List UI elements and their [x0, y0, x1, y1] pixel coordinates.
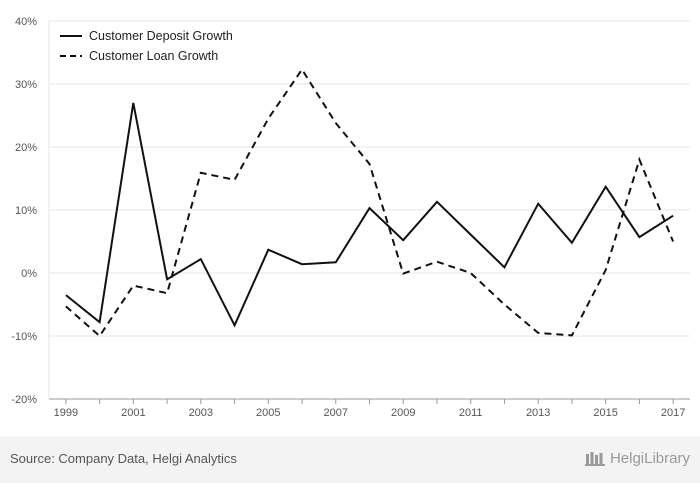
y-tick-label: 40%: [15, 16, 37, 28]
legend-label-loan-growth: Customer Loan Growth: [89, 49, 218, 63]
y-tick-label: 0%: [21, 268, 37, 280]
y-tick-label: 30%: [15, 79, 37, 91]
y-tick-label: 10%: [15, 205, 37, 217]
y-tick-label: 20%: [15, 142, 37, 154]
x-tick-label: 2011: [459, 407, 483, 419]
grid-lines: [49, 20, 690, 337]
footer: Source: Company Data, Helgi Analytics He…: [0, 437, 700, 483]
series-line-deposit-growth: [65, 102, 674, 328]
x-tick-label: 2013: [526, 407, 550, 419]
x-tick-label: 2015: [593, 407, 617, 419]
y-tick-label: -10%: [11, 331, 37, 343]
brand-logo[interactable]: HelgiLibrary: [584, 449, 690, 467]
series-line-loan-growth: [65, 67, 675, 338]
library-icon: [584, 452, 605, 466]
brand-name: HelgiLibrary: [609, 449, 690, 467]
x-tick-label: 2005: [256, 407, 280, 419]
x-tick-label: 2009: [391, 407, 415, 419]
x-tick-label: 2007: [324, 407, 348, 419]
x-tick-label: 1999: [54, 407, 78, 419]
x-tick-label: 2017: [661, 407, 685, 419]
line-chart: 40% 30% 20% 10% 0% -10% -20% 1999 2001 2003 2005 20…: [11, 16, 690, 419]
axes: 40% 30% 20% 10% 0% -10% -20% 1999 2001 2003 2005 20…: [11, 16, 690, 419]
source-note: Source: Company Data, Helgi Analytics: [10, 451, 237, 466]
legend: Customer Deposit Growth Customer Loan Gr…: [60, 29, 233, 63]
series-layer: [65, 67, 675, 338]
y-tick-label: -20%: [11, 394, 37, 406]
x-tick-label: 2003: [189, 407, 213, 419]
x-tick-label: 2001: [121, 407, 145, 419]
legend-label-deposit-growth: Customer Deposit Growth: [89, 29, 233, 43]
